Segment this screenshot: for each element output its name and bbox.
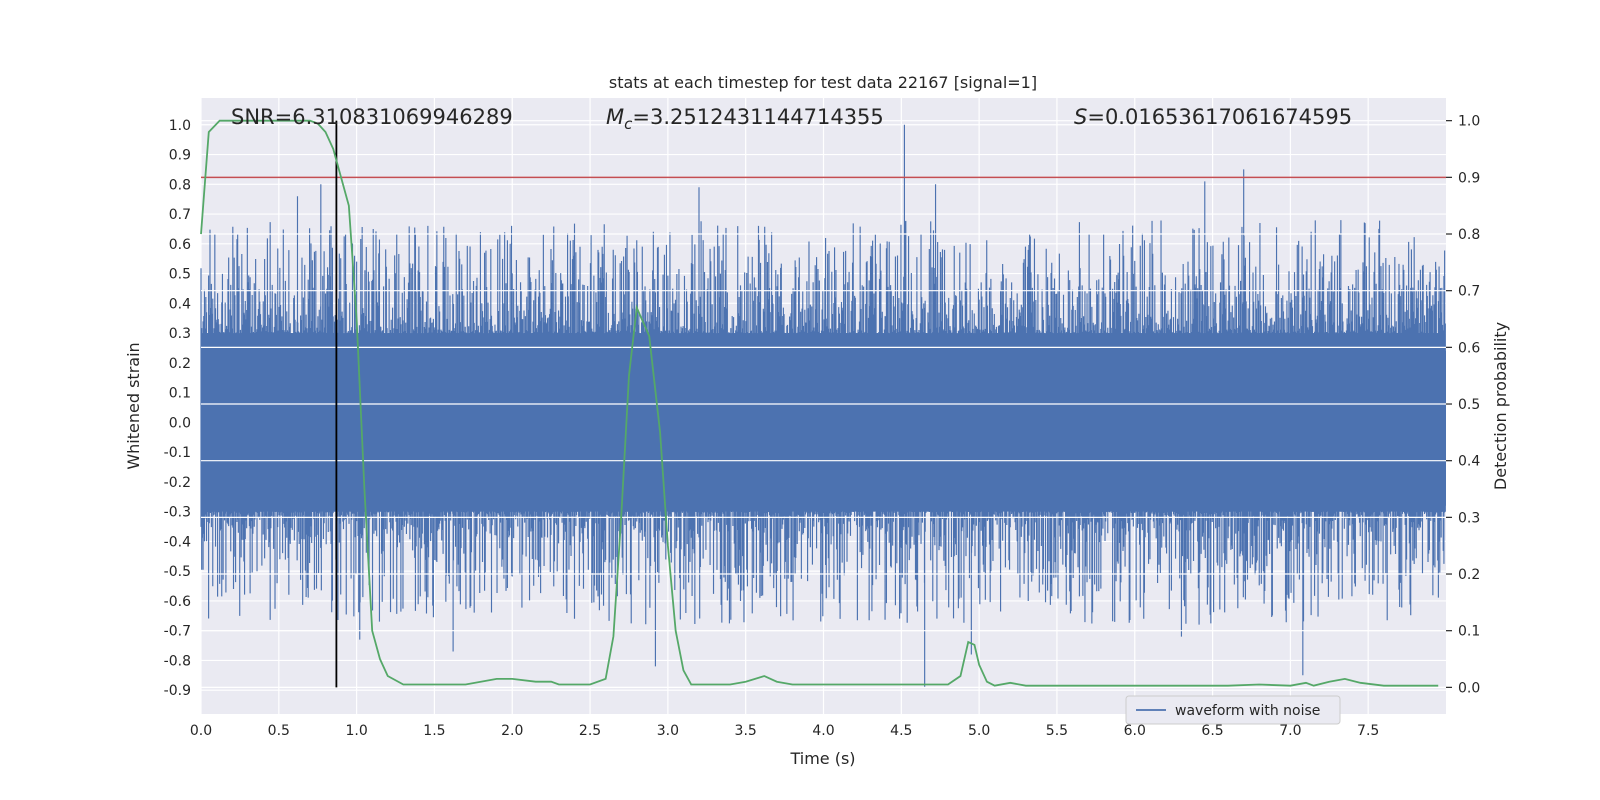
y-left-tick-label: 0.8	[169, 177, 191, 193]
x-tick-label: 7.0	[1279, 723, 1301, 739]
x-tick-label: 5.5	[1046, 723, 1068, 739]
y-left-tick-label: -0.6	[164, 594, 191, 610]
y-left-tick-label: 0.6	[169, 237, 191, 253]
x-tick-label: 2.0	[501, 723, 523, 739]
x-tick-label: 1.5	[423, 723, 445, 739]
x-axis-ticks: 0.0 0.5 1.0 1.5 2.0 2.5 3.0 3.5 4.0 4.5 5.0 5.5 6.0 6…	[190, 723, 1379, 739]
snr-annotation: SNR=6.310831069946289	[231, 105, 513, 129]
chirp-mass-annotation: Mc=3.2512431144714355	[606, 105, 884, 133]
y-left-tick-label: -0.2	[164, 475, 191, 491]
y-left-tick-label: -0.1	[164, 445, 191, 461]
spin-annotation: S=0.01653617061674595	[1074, 105, 1352, 129]
x-tick-label: 6.0	[1124, 723, 1146, 739]
y-left-tick-label: -0.4	[164, 534, 191, 550]
y-axis-label-right: Detection probability	[1491, 322, 1510, 490]
y-right-tick-label: 1.0	[1458, 114, 1480, 130]
chirp-mass-symbol: M	[606, 105, 624, 129]
y-left-tick-label: -0.8	[164, 653, 191, 669]
y-right-tick-label: 0.8	[1458, 227, 1480, 243]
spin-value: =0.01653617061674595	[1087, 105, 1352, 129]
x-tick-label: 6.5	[1201, 723, 1223, 739]
y-left-tick-label: 0.2	[169, 356, 191, 372]
y-right-tick-label: 0.0	[1458, 680, 1480, 696]
legend-box	[1125, 695, 1341, 725]
y-left-tick-label: -0.7	[164, 624, 191, 640]
y-left-tick-label: 0.5	[169, 267, 191, 283]
y-right-tick-label: 0.5	[1458, 397, 1480, 413]
waveform-series	[200, 124, 1446, 688]
chart-title: stats at each timestep for test data 221…	[609, 73, 1037, 92]
y-left-tick-label: 1.0	[169, 118, 191, 134]
y-right-tick-label: 0.2	[1458, 567, 1480, 583]
x-tick-label: 7.5	[1357, 723, 1379, 739]
right-axis-ticks: 1.0 0.9 0.8 0.7 0.6 0.5 0.4 0.3 0.2 0.1 0.0	[1446, 114, 1480, 696]
y-left-tick-label: 0.4	[169, 296, 191, 312]
x-tick-label: 2.5	[579, 723, 601, 739]
y-left-tick-label: -0.9	[164, 683, 191, 699]
x-tick-label: 0.5	[268, 723, 290, 739]
waveform-dense-band	[201, 350, 1446, 506]
y-left-tick-label: 0.0	[169, 415, 191, 431]
x-tick-label: 3.5	[735, 723, 757, 739]
left-axis-ticks: 1.0 0.9 0.8 0.7 0.6 0.5 0.4 0.3 0.2 0.1 0.0 -0.1 -0.…	[164, 118, 191, 699]
chirp-mass-subscript: c	[624, 115, 633, 133]
probability-series	[200, 119, 1439, 687]
x-tick-label: 5.0	[968, 723, 990, 739]
legend-label: waveform with noise	[1175, 703, 1320, 719]
y-right-tick-label: 0.1	[1458, 624, 1480, 640]
spin-symbol: S	[1074, 105, 1087, 129]
x-tick-label: 3.0	[657, 723, 679, 739]
y-left-tick-label: 0.3	[169, 326, 191, 342]
x-tick-label: 1.0	[345, 723, 367, 739]
legend: waveform with noise	[1125, 695, 1341, 725]
x-tick-label: 4.5	[890, 723, 912, 739]
y-left-tick-label: 0.1	[169, 386, 191, 402]
y-left-tick-label: -0.3	[164, 505, 191, 521]
x-tick-label: 0.0	[190, 723, 212, 739]
x-axis-label: Time (s)	[789, 749, 855, 768]
y-right-tick-label: 0.3	[1458, 510, 1480, 526]
y-axis-label-left: Whitened strain	[124, 342, 143, 469]
y-right-tick-label: 0.4	[1458, 454, 1480, 470]
y-right-tick-label: 0.6	[1458, 340, 1480, 356]
y-left-tick-label: 0.9	[169, 148, 191, 164]
y-left-tick-label: 0.7	[169, 207, 191, 223]
chirp-mass-value: =3.2512431144714355	[632, 105, 883, 129]
y-right-tick-label: 0.9	[1458, 170, 1480, 186]
y-right-tick-label: 0.7	[1458, 284, 1480, 300]
y-left-tick-label: -0.5	[164, 564, 191, 580]
x-tick-label: 4.0	[812, 723, 834, 739]
